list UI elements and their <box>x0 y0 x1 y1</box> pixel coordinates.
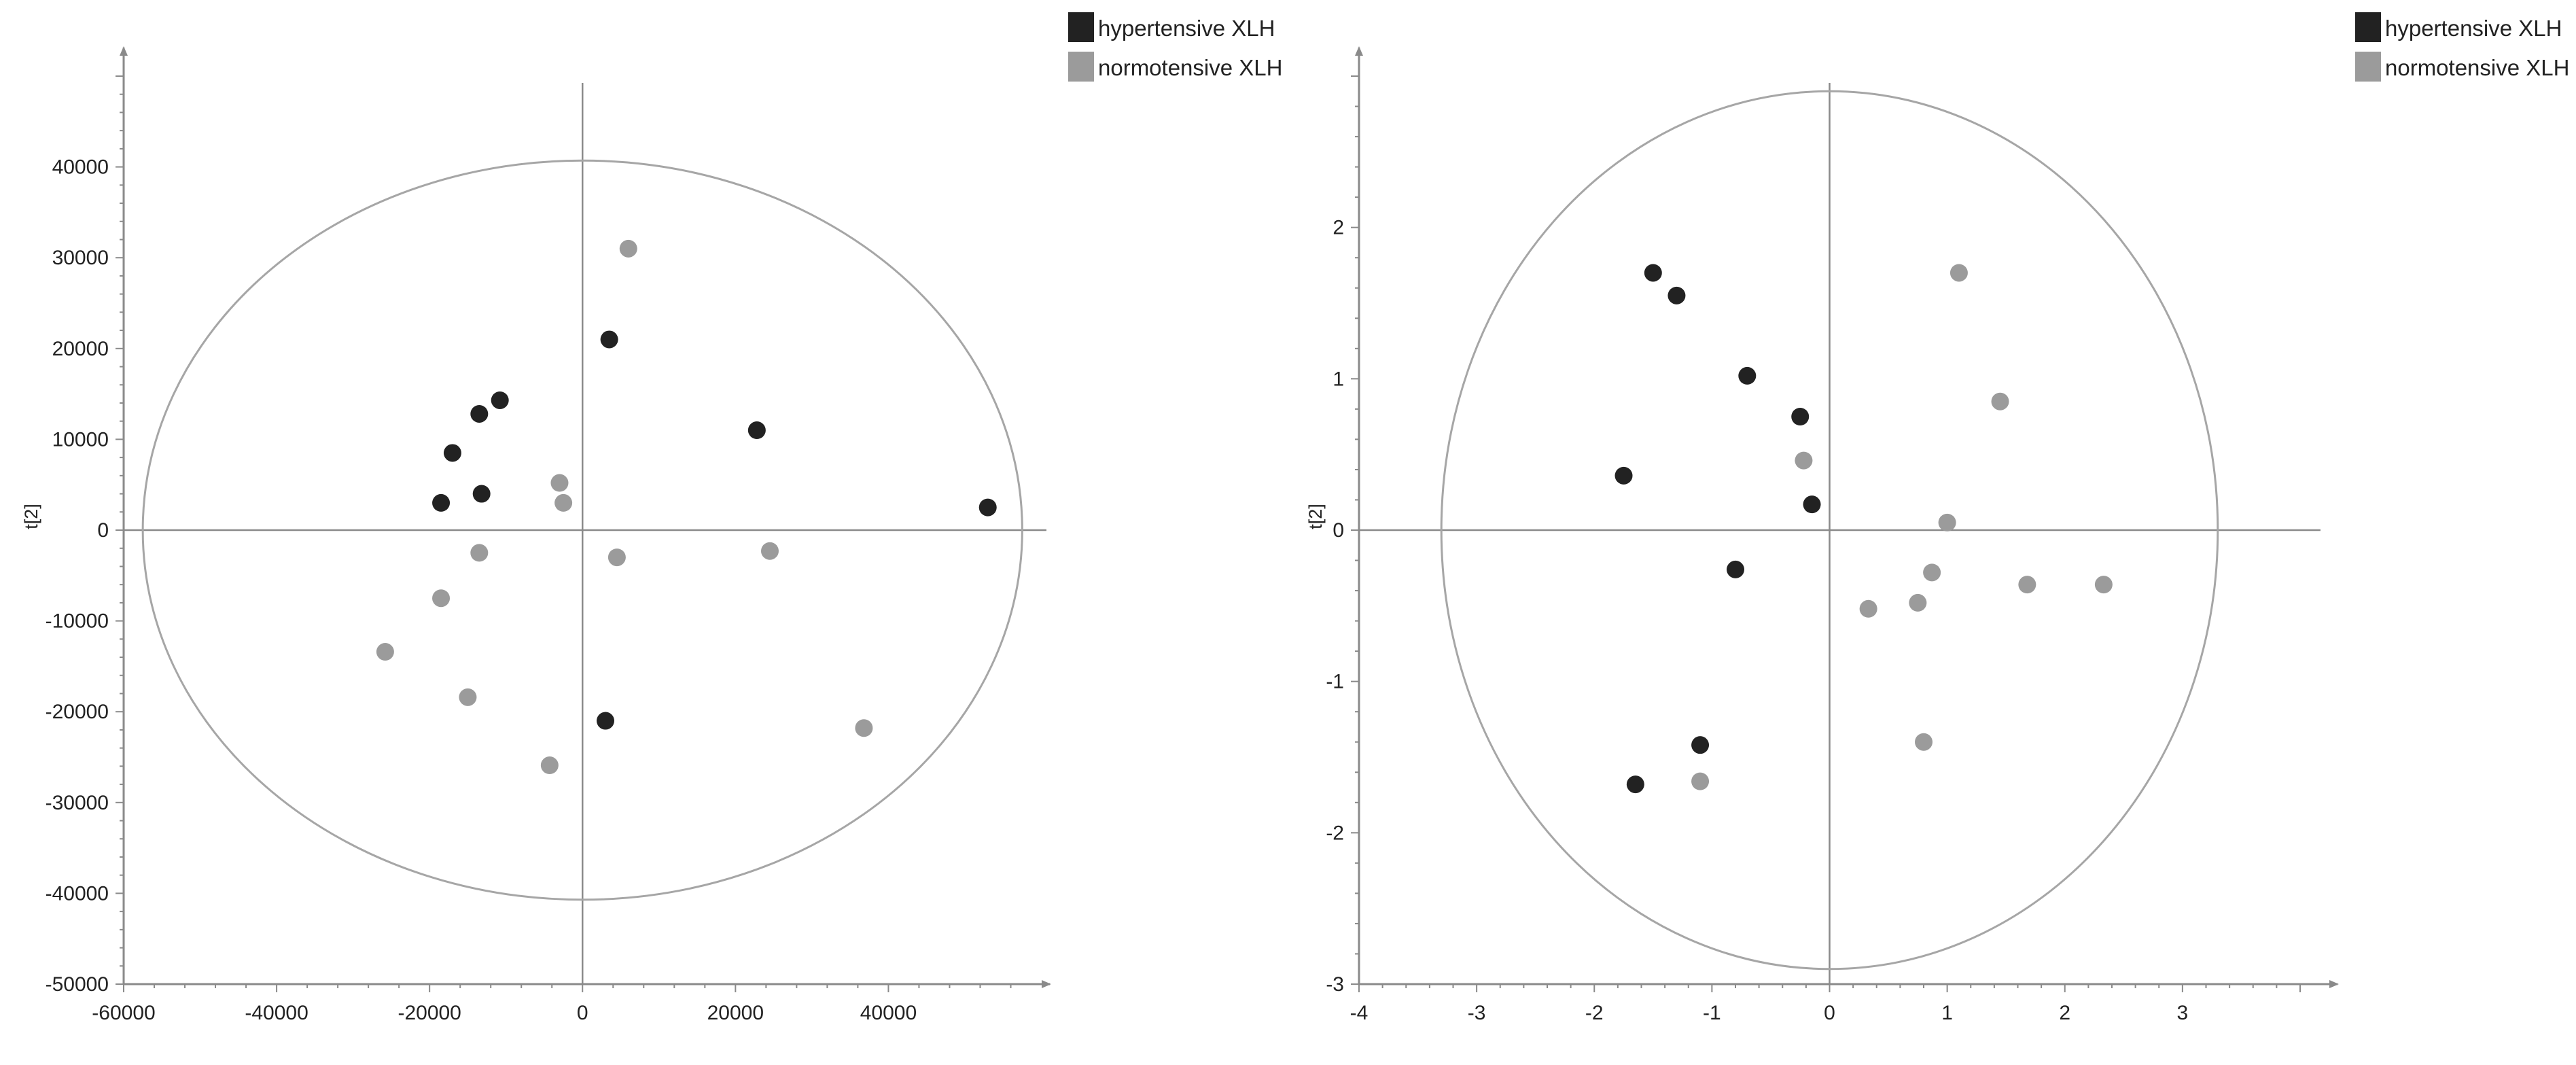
normotensive-point <box>2018 576 2036 594</box>
x-tick-label: 40000 <box>860 1002 917 1024</box>
normotensive-point <box>554 493 573 512</box>
hypertensive-point <box>747 421 766 440</box>
hypertensive-point <box>1626 775 1644 794</box>
y-tick-label: -40000 <box>46 882 109 905</box>
normotensive-point <box>376 643 394 661</box>
x-tick-label: 0 <box>577 1002 588 1024</box>
x-tick-label: -3 <box>1468 1002 1486 1024</box>
y-tick-label: 0 <box>1333 519 1344 542</box>
normotensive-point <box>1859 599 1877 618</box>
left-score-plot: -60000 -40000 -20000 0 20000 40000 40000 30000 2… <box>21 12 1282 1024</box>
x-tick-label: -40000 <box>245 1002 308 1024</box>
hypertensive-point <box>472 485 491 503</box>
hypertensive-point <box>1803 495 1821 514</box>
y-tick-label: 0 <box>97 519 109 542</box>
hypertensive-point <box>600 330 618 349</box>
hypertensive-point <box>597 712 615 730</box>
y-axis-title: t[2] <box>21 504 41 529</box>
normotensive-point <box>2094 576 2113 594</box>
x-tick-label: -60000 <box>92 1002 155 1024</box>
normotensive-point <box>1915 733 1933 751</box>
hypertensive-point <box>1668 286 1686 304</box>
x-tick-label: 1 <box>1941 1002 1953 1024</box>
y-tick-label: 2 <box>1333 217 1344 239</box>
hypertensive-point <box>432 493 451 512</box>
y-tick-label: -10000 <box>46 610 109 633</box>
legend-swatch-hypertensive <box>1068 12 1094 42</box>
hypertensive-point <box>1615 466 1633 485</box>
legend-label-normotensive: normotensive XLH <box>1098 55 1282 80</box>
x-tick-label: -2 <box>1585 1002 1604 1024</box>
legend-swatch-normotensive <box>1068 52 1094 82</box>
y-tick-label: -20000 <box>46 701 109 723</box>
y-tick-label: 30000 <box>52 247 109 269</box>
hypertensive-point <box>1644 264 1662 282</box>
hypertensive-point <box>491 391 509 409</box>
legend-label-hypertensive: hypertensive XLH <box>1098 16 1275 41</box>
x-tick-label: -1 <box>1703 1002 1721 1024</box>
normotensive-point <box>459 688 477 706</box>
hypertensive-point <box>1727 560 1744 578</box>
legend-swatch-hypertensive <box>2355 12 2381 42</box>
normotensive-point <box>1949 264 1968 282</box>
normotensive-point <box>1795 451 1813 470</box>
normotensive-point <box>619 239 637 258</box>
normotensive-point <box>550 474 569 492</box>
normotensive-point <box>855 719 873 737</box>
y-tick-label: 1 <box>1333 368 1344 390</box>
y-axis-title: t[2] <box>1305 504 1326 529</box>
x-tick-label: -20000 <box>398 1002 461 1024</box>
normotensive-point <box>1938 513 1956 531</box>
normotensive-point <box>540 756 559 775</box>
y-tick-label: -50000 <box>46 973 109 996</box>
normotensive-point <box>1923 563 1941 582</box>
confidence-ellipse <box>1440 90 2219 971</box>
x-tick-label: 3 <box>2177 1002 2189 1024</box>
right-score-plot: -4 -3 -2 -1 0 1 2 3 2 1 0 -1 -2 -3 t[2] hypertensive XL… <box>1305 12 2569 1024</box>
y-tick-label: 10000 <box>52 428 109 451</box>
hypertensive-point <box>1738 366 1757 385</box>
y-tick-label: -30000 <box>46 792 109 814</box>
x-tick-label: -4 <box>1350 1002 1369 1024</box>
confidence-ellipse <box>141 159 1023 901</box>
hypertensive-point <box>1691 736 1710 754</box>
normotensive-point <box>607 548 626 567</box>
hypertensive-point <box>1791 408 1810 425</box>
normotensive-point <box>760 542 779 560</box>
hypertensive-point <box>978 498 997 517</box>
normotensive-point <box>432 589 451 608</box>
y-tick-label: -3 <box>1326 973 1344 996</box>
x-tick-label: 2 <box>2059 1002 2070 1024</box>
legend-label-hypertensive: hypertensive XLH <box>2385 16 2562 41</box>
y-tick-label: 40000 <box>52 156 109 179</box>
hypertensive-point <box>470 404 489 423</box>
hypertensive-point <box>443 444 461 462</box>
y-tick-label: -2 <box>1326 822 1344 844</box>
y-tick-label: -1 <box>1326 671 1344 693</box>
legend-label-normotensive: normotensive XLH <box>2385 55 2569 80</box>
normotensive-point <box>1691 772 1710 790</box>
x-tick-label: 20000 <box>707 1002 764 1024</box>
legend-swatch-normotensive <box>2355 52 2381 82</box>
y-tick-label: 20000 <box>52 338 109 360</box>
normotensive-point <box>1909 593 1927 612</box>
normotensive-point <box>1991 392 2009 411</box>
x-tick-label: 0 <box>1824 1002 1835 1024</box>
normotensive-point <box>470 544 489 562</box>
